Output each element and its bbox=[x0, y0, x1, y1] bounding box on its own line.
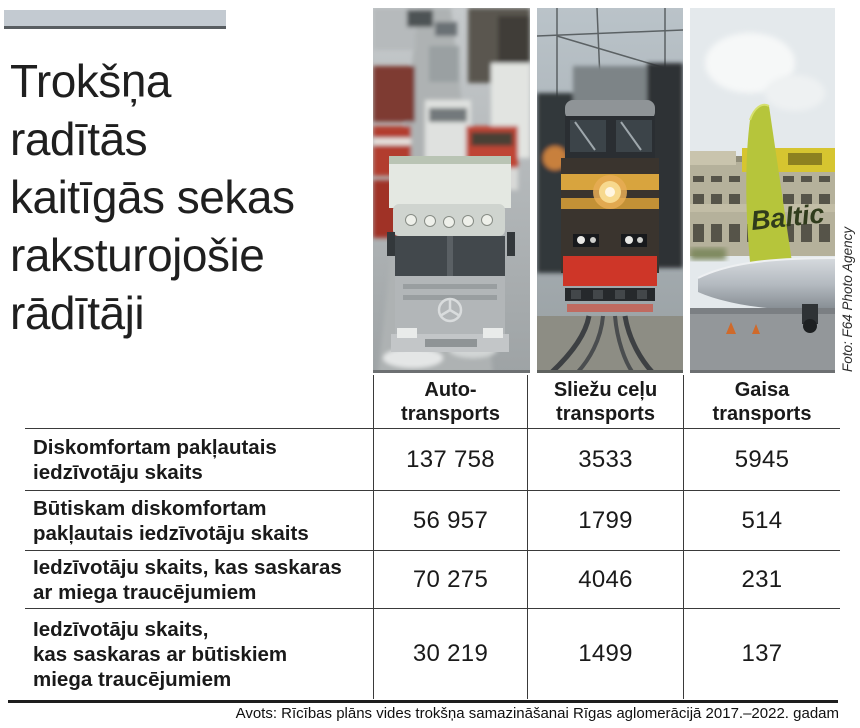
value-cell: 1499 bbox=[527, 608, 683, 699]
traffic-cone bbox=[726, 322, 736, 334]
foreground-truck bbox=[387, 156, 515, 352]
locomotive bbox=[561, 100, 659, 312]
airplane-illustration: Baltic bbox=[690, 8, 835, 373]
row-label: Būtiskam diskomfortam pakļautais iedzīvo… bbox=[25, 490, 373, 550]
page-title: Trokšņa radītās kaitīgās sekas raksturoj… bbox=[10, 55, 295, 339]
value-cell: 30 219 bbox=[373, 608, 527, 699]
value-cell: 1799 bbox=[527, 490, 683, 550]
rails bbox=[549, 315, 655, 373]
value-cell: 5945 bbox=[683, 428, 840, 490]
corner-cell bbox=[25, 375, 373, 428]
column-header-gaisa-transports: Gaisa transports bbox=[683, 375, 840, 428]
value-cell: 56 957 bbox=[373, 490, 527, 550]
row-label: Iedzīvotāju skaits, kas saskaras ar mieg… bbox=[25, 550, 373, 608]
value-cell: 137 bbox=[683, 608, 840, 699]
bottom-divider bbox=[8, 700, 838, 703]
fuselage bbox=[697, 257, 835, 311]
photo-railway bbox=[537, 8, 683, 373]
value-cell: 231 bbox=[683, 550, 840, 608]
photo-air-transport: Baltic bbox=[690, 8, 835, 373]
column-header-sliezu-celu-transports: Sliežu ceļu transports bbox=[527, 375, 683, 428]
value-cell: 70 275 bbox=[373, 550, 527, 608]
column-header-auto-transports: Auto- transports bbox=[373, 375, 527, 428]
top-accent-bar bbox=[4, 10, 226, 29]
row-label: Diskomfortam pakļautais iedzīvotāju skai… bbox=[25, 428, 373, 490]
value-cell: 3533 bbox=[527, 428, 683, 490]
value-cell: 514 bbox=[683, 490, 840, 550]
traffic-jam-illustration bbox=[373, 8, 530, 373]
value-cell: 4046 bbox=[527, 550, 683, 608]
traffic-cone bbox=[752, 324, 760, 334]
locomotive-illustration bbox=[537, 8, 683, 373]
source-note: Avots: Rīcības plāns vides trokšņa samaz… bbox=[235, 705, 839, 722]
value-cell: 137 758 bbox=[373, 428, 527, 490]
photo-credit: Foto: F64 Photo Agency bbox=[840, 226, 855, 372]
data-table: Auto- transports Sliežu ceļu transports … bbox=[25, 375, 840, 699]
row-label: Iedzīvotāju skaits, kas saskaras ar būti… bbox=[25, 608, 373, 699]
photo-road-traffic bbox=[373, 8, 530, 373]
